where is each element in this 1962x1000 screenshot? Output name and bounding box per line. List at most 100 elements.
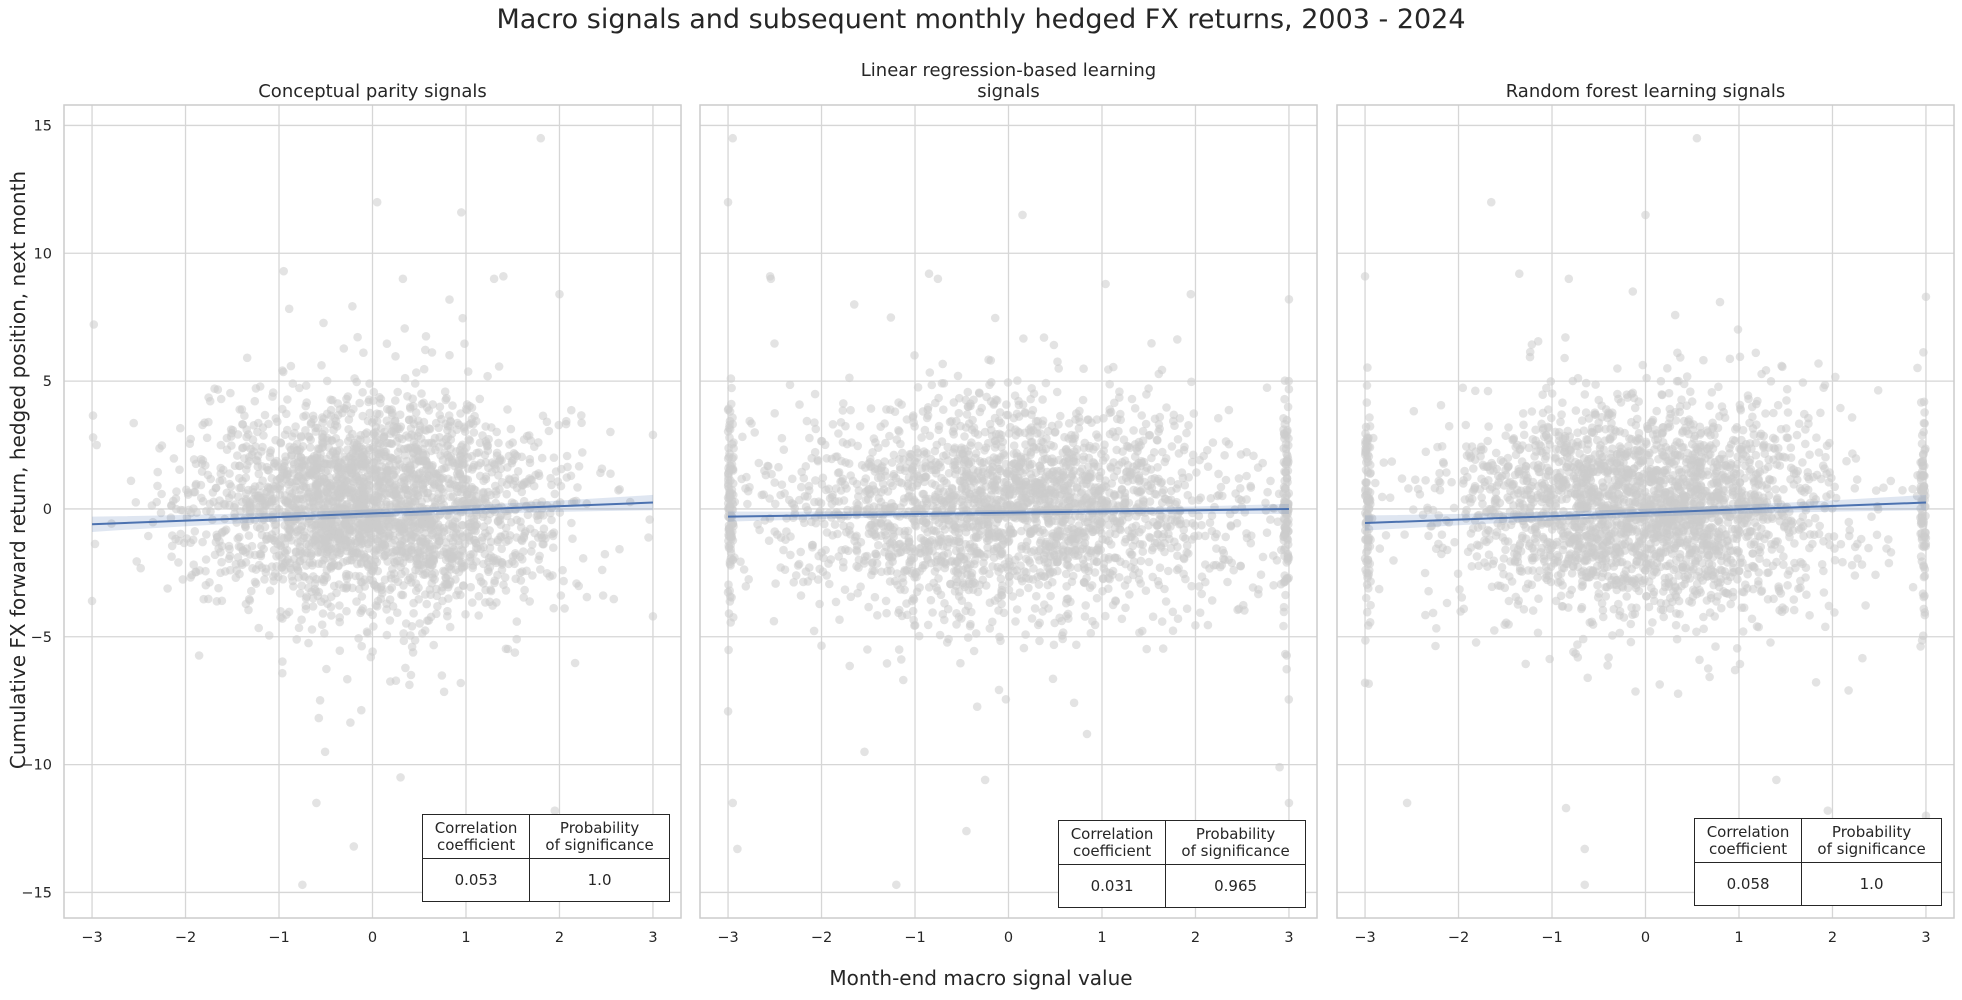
scatter-point [400, 373, 410, 383]
scatter-point [358, 388, 367, 397]
scatter-point [216, 469, 226, 479]
scatter-point [277, 553, 287, 562]
scatter-point [326, 395, 335, 405]
scatter-point [870, 592, 880, 602]
scatter-point [294, 573, 303, 582]
scatter-point [371, 550, 380, 560]
scatter-point [214, 544, 223, 553]
scatter-point [1078, 395, 1088, 405]
scatter-point [157, 441, 167, 450]
scatter-point [409, 401, 418, 411]
scatter-point [1022, 537, 1032, 546]
scatter-point [983, 549, 992, 559]
scatter-point [747, 419, 756, 428]
scatter-point [512, 617, 522, 626]
scatter-point-outlier [279, 266, 288, 276]
scatter-point [205, 396, 215, 406]
scatter-point [416, 425, 425, 435]
scatter-point [525, 597, 534, 606]
scatter-point [326, 562, 335, 571]
scatter-point [1242, 471, 1251, 481]
scatter-point [365, 445, 374, 455]
scatter-point [1120, 494, 1129, 504]
scatter-point [461, 610, 470, 619]
scatter-point [387, 453, 396, 463]
scatter-point [1282, 651, 1291, 660]
scatter-point [152, 497, 161, 507]
scatter-point [241, 599, 251, 609]
scatter-point [597, 565, 607, 575]
scatter-point [836, 477, 845, 487]
scatter-point [573, 483, 582, 492]
scatter-point [444, 594, 453, 603]
scatter-point [1054, 364, 1063, 373]
scatter-point [406, 670, 416, 680]
scatter-point [238, 546, 248, 555]
scatter-point [1182, 604, 1192, 613]
scatter-point [1203, 620, 1213, 630]
scatter-point [264, 631, 274, 640]
scatter-point [333, 410, 343, 420]
scatter-point-outlier [372, 197, 382, 207]
scatter-point [430, 502, 439, 512]
scatter-point [596, 468, 605, 478]
scatter-point [186, 573, 195, 582]
scatter-point [320, 629, 329, 638]
scatter-point [1247, 531, 1256, 540]
scatter-point [259, 431, 268, 440]
scatter-point [900, 565, 909, 575]
x-tick-label: −1 [268, 930, 289, 946]
scatter-point [502, 489, 512, 499]
scatter-point [273, 417, 282, 427]
scatter-point [510, 559, 519, 569]
scatter-point [1024, 556, 1034, 565]
scatter-points [87, 133, 658, 890]
scatter-point [497, 477, 507, 487]
scatter-point [242, 353, 252, 363]
scatter-point [1256, 570, 1266, 579]
scatter-point [914, 631, 924, 641]
scatter-point [216, 440, 226, 450]
scatter-point [1049, 640, 1059, 650]
scatter-point [460, 339, 469, 349]
scatter-point [230, 503, 239, 512]
scatter-point [1138, 426, 1148, 436]
scatter-point [420, 456, 430, 465]
scatter-point [973, 587, 983, 597]
scatter-point [429, 479, 439, 488]
scatter-point [1195, 608, 1205, 617]
scatter-point [393, 387, 403, 397]
scatter-point [167, 552, 176, 561]
scatter-point [644, 533, 653, 542]
scatter-point [724, 645, 733, 655]
scatter-point [393, 608, 402, 617]
scatter-point [475, 394, 485, 404]
scatter-point [1027, 614, 1037, 623]
scatter-point [839, 496, 849, 505]
scatter-point [373, 482, 383, 491]
scatter-point [723, 707, 733, 716]
scatter-point [178, 575, 188, 584]
scatter-point [278, 657, 287, 666]
scatter-point [265, 448, 275, 458]
scatter-point [214, 583, 223, 593]
scatter-point [347, 468, 357, 478]
scatter-point [341, 584, 351, 593]
scatter-point [456, 678, 466, 688]
scatter-point [520, 585, 529, 595]
scatter-point [927, 479, 937, 488]
scatter-point [448, 558, 457, 568]
scatter-point [174, 558, 183, 567]
scatter-point [327, 611, 336, 620]
scatter-point [1174, 449, 1184, 458]
scatter-point [1279, 429, 1289, 438]
scatter-point [235, 473, 244, 483]
scatter-point [445, 622, 455, 632]
scatter-point [427, 348, 437, 357]
scatter-point [255, 382, 265, 391]
scatter-point [995, 551, 1005, 560]
scatter-point [217, 596, 227, 606]
scatter-point [469, 428, 479, 437]
scatter-point-outlier [396, 773, 405, 782]
scatter-point [301, 426, 310, 435]
